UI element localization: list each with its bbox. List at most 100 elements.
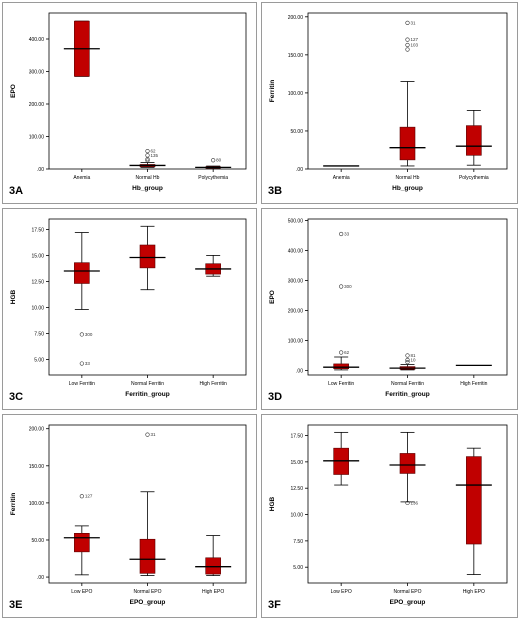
box-group bbox=[455, 110, 492, 166]
y-tick-label: 12.50 bbox=[31, 279, 44, 285]
x-tick-label: Polycythemia bbox=[459, 175, 489, 181]
outlier-label: 136 bbox=[411, 500, 419, 505]
y-axis-label: EPO bbox=[269, 290, 276, 304]
y-tick-label: 100.00 bbox=[29, 135, 45, 141]
boxplot-3c: 5.00 7.50 10.00 12.50 15.00 17.50 HGB Low Ferri… bbox=[10, 218, 247, 398]
outlier-point bbox=[145, 157, 150, 162]
outlier-label: 31 bbox=[151, 432, 157, 437]
box-group bbox=[129, 491, 166, 576]
y-tick-label: 5.00 bbox=[34, 357, 44, 363]
panel-3e: .00 50.00 100.00 150.00 200.00 Ferritin Low EP… bbox=[2, 414, 257, 618]
panel-label: 3B bbox=[268, 185, 283, 197]
boxplot-3e: .00 50.00 100.00 150.00 200.00 Ferritin Low EP… bbox=[10, 424, 247, 606]
outlier-point bbox=[339, 284, 344, 289]
box-group bbox=[323, 431, 360, 486]
x-tick-label: Low Ferritin bbox=[328, 381, 354, 387]
y-tick-label: 300.00 bbox=[29, 70, 45, 76]
plot-area bbox=[307, 218, 508, 376]
outlier-label: 10 bbox=[411, 358, 417, 363]
outlier-label: 300 bbox=[344, 284, 352, 289]
y-axis-label: HGB bbox=[269, 496, 276, 511]
boxplot-3f: 5.00 7.50 10.00 12.50 15.00 17.50 HGB Low EPO No… bbox=[269, 424, 508, 606]
panel-3a: .00 100.00 200.00 300.00 400.00 EPO Anemia Norm… bbox=[2, 2, 257, 204]
y-tick-label: 10.00 bbox=[31, 305, 44, 311]
y-tick-label: 17.50 bbox=[31, 227, 44, 233]
y-tick-label: 100.00 bbox=[29, 501, 45, 507]
y-tick-label: 200.00 bbox=[288, 309, 304, 315]
y-tick-label: 7.50 bbox=[293, 539, 303, 545]
outlier-label: 62 bbox=[344, 350, 350, 355]
x-tick-label: Low EPO bbox=[331, 589, 352, 595]
outlier-point bbox=[79, 332, 84, 337]
y-tick-label: 50.00 bbox=[31, 538, 44, 544]
x-tick-label: Anemia bbox=[73, 175, 90, 181]
outlier-label: 135 bbox=[151, 153, 159, 158]
x-tick-label: Normal EPO bbox=[133, 589, 161, 595]
y-tick-label: 15.00 bbox=[290, 460, 303, 466]
panel-label: 3A bbox=[9, 185, 24, 197]
x-tick-label: Normal Hb bbox=[396, 175, 420, 181]
x-axis-label: Hb_group bbox=[132, 185, 163, 192]
panel-3c: 5.00 7.50 10.00 12.50 15.00 17.50 HGB Low Ferri… bbox=[2, 208, 257, 410]
box-group bbox=[323, 356, 360, 371]
outlier-point bbox=[211, 158, 216, 163]
outlier-point bbox=[405, 20, 410, 25]
y-tick-label: .00 bbox=[37, 575, 44, 581]
x-axis-label: EPO_group bbox=[130, 599, 166, 606]
x-tick-label: Normal EPO bbox=[393, 589, 421, 595]
y-tick-label: 100.00 bbox=[288, 91, 304, 97]
x-tick-label: Normal Ferritin bbox=[391, 381, 424, 387]
y-axis-label: EPO bbox=[10, 84, 17, 98]
panel-3b: .00 50.00 100.00 150.00 200.00 Ferritin Anemia… bbox=[261, 2, 518, 204]
x-axis-label: Ferritin_group bbox=[385, 391, 429, 398]
outlier-label: 62 bbox=[151, 149, 157, 154]
y-tick-label: .00 bbox=[37, 167, 44, 173]
panel-label: 3F bbox=[268, 599, 281, 611]
x-axis-label: Hb_group bbox=[392, 185, 423, 192]
box bbox=[333, 363, 349, 369]
y-tick-label: 200.00 bbox=[288, 15, 304, 21]
x-tick-label: High Ferritin bbox=[460, 381, 487, 387]
box bbox=[74, 262, 90, 284]
outlier-point bbox=[405, 500, 410, 506]
y-tick-label: 10.00 bbox=[290, 513, 303, 519]
outlier-point bbox=[405, 42, 410, 48]
y-axis-label: Ferritin bbox=[10, 493, 17, 515]
panel-label: 3E bbox=[9, 599, 23, 611]
outlier-point bbox=[405, 47, 410, 52]
outlier-point bbox=[339, 350, 344, 355]
outlier-label: 80 bbox=[216, 158, 222, 163]
box-group bbox=[389, 431, 426, 503]
panel-3d: .00 100.00 200.00 300.00 400.00 500.00 EPO Low … bbox=[261, 208, 518, 410]
y-tick-label: 15.00 bbox=[31, 253, 44, 259]
box bbox=[466, 125, 482, 156]
outlier-point bbox=[79, 494, 84, 499]
box-group bbox=[195, 165, 232, 169]
box-group bbox=[63, 525, 100, 576]
y-tick-label: .00 bbox=[296, 167, 303, 173]
y-tick-label: 400.00 bbox=[29, 37, 45, 43]
x-tick-label: Low Ferritin bbox=[69, 381, 95, 387]
box bbox=[139, 538, 156, 574]
box-group bbox=[63, 20, 100, 77]
outlier-label: 33 bbox=[85, 361, 91, 366]
boxplot-3b: .00 50.00 100.00 150.00 200.00 Ferritin Anemia… bbox=[269, 12, 508, 192]
outlier-label: 127 bbox=[85, 494, 93, 499]
outlier-label: 81 bbox=[411, 353, 417, 358]
box bbox=[399, 453, 416, 474]
outlier-label: 103 bbox=[411, 42, 419, 47]
outlier-point bbox=[405, 37, 410, 42]
x-tick-label: High EPO bbox=[463, 589, 485, 595]
x-tick-label: High Ferritin bbox=[200, 381, 227, 387]
y-tick-label: 17.50 bbox=[290, 434, 303, 440]
y-tick-label: 50.00 bbox=[290, 129, 303, 135]
outlier-point bbox=[145, 158, 150, 163]
outlier-point bbox=[145, 432, 150, 437]
y-tick-label: 400.00 bbox=[288, 249, 304, 255]
box-group bbox=[195, 255, 232, 277]
box bbox=[139, 244, 156, 269]
box bbox=[466, 456, 482, 545]
x-tick-label: Low EPO bbox=[71, 589, 92, 595]
x-tick-label: Normal Ferritin bbox=[131, 381, 164, 387]
outlier-point bbox=[405, 357, 410, 363]
